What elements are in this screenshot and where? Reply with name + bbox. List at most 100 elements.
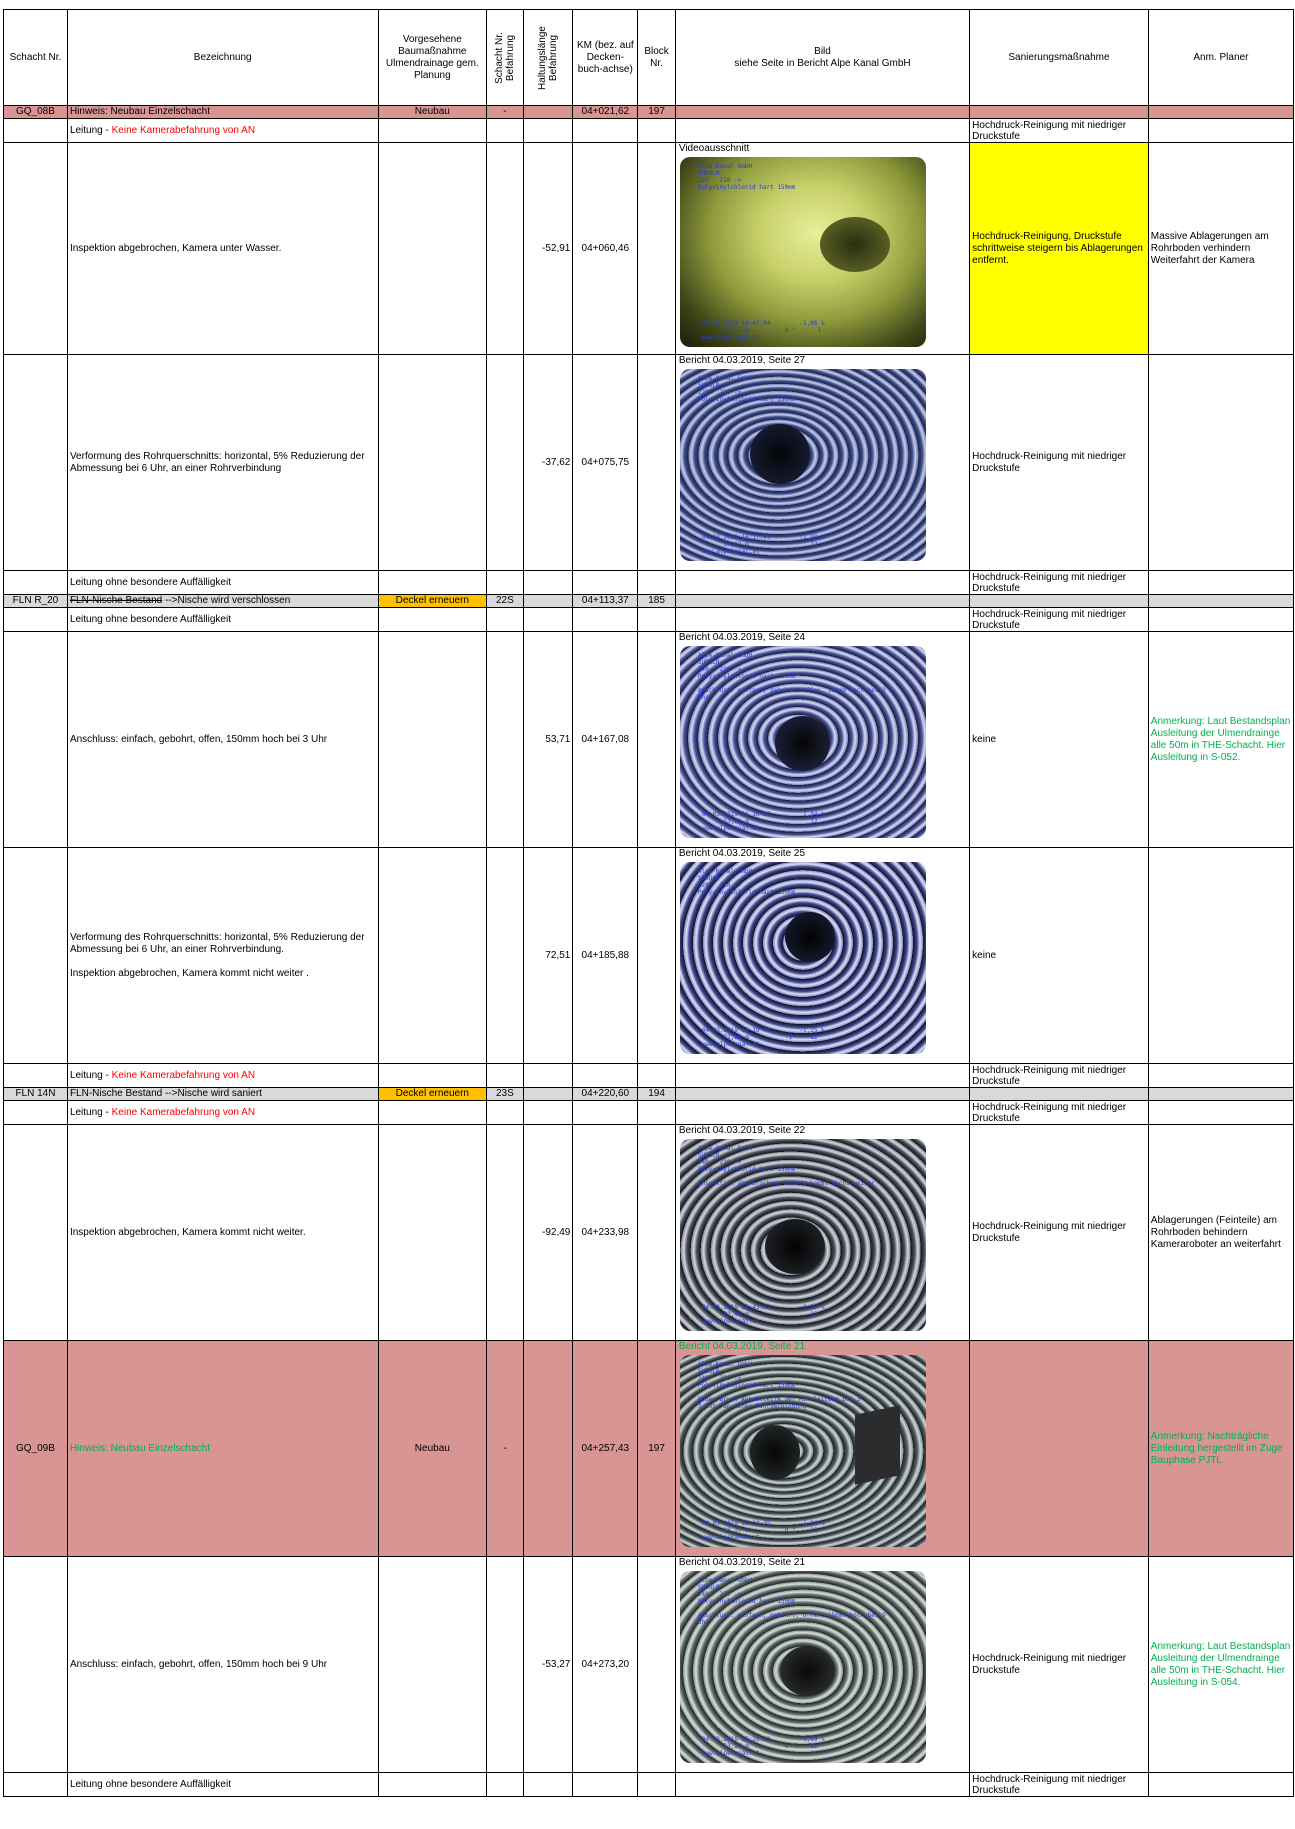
photo-caption: Videoausschnitt [678, 143, 750, 155]
bild-cell: Bericht 04.03.2019, Seite 24 Alpe-Kanal … [674, 631, 971, 848]
haltung-cell [522, 105, 574, 119]
table-row: FLN 14N FLN-Nische Bestand -->Nische wir… [3, 1087, 1295, 1101]
pipe-inspection-image: Alpe-Kanal GmbH SUDOLR 240 230 -> Polyvi… [679, 1571, 926, 1763]
photo-caption: Bericht 04.03.2019, Seite 25 [678, 848, 806, 860]
km-cell: 04+167,08 [572, 631, 639, 848]
pipe-inspection-image: Alpe-Kanal GmbH SUDOLR 220 210 -> Polyvi… [679, 369, 926, 561]
bezeichnung-cell: Leitung - Keine Kamerabefahrung von AN [66, 1063, 379, 1088]
km-cell: 04+185,88 [572, 847, 639, 1064]
km-cell: 04+075,75 [572, 354, 639, 571]
table-row: Verformung des Rohrquerschnitts: horizon… [3, 354, 1295, 571]
table-row: GQ_08B Hinweis: Neubau Einzelschacht Neu… [3, 105, 1295, 119]
header-km: KM (bez. auf Decken-buch-achse) [572, 9, 639, 106]
header-sanierung: Sanierungsmaßnahme [969, 9, 1149, 106]
sanierung-cell: keine [969, 847, 1149, 1064]
header-bezeichnung: Bezeichnung [66, 9, 379, 106]
sanierung-cell: Hochdruck-Reinigung, Druckstufe schrittw… [969, 142, 1149, 355]
sanierung-cell: Hochdruck-Reinigung mit niedriger Drucks… [969, 570, 1149, 595]
table-row: Leitung ohne besondere Auffälligkeit Hoc… [3, 607, 1295, 632]
bild-cell: Bericht 04.03.2019, Seite 21 Alpe-Kanal … [674, 1340, 971, 1557]
vorgesehene-cell: Deckel erneuern [377, 1087, 488, 1101]
table-row: Anschluss: einfach, gebohrt, offen, 150m… [3, 1556, 1295, 1773]
anm-cell: Ablagerungen (Feinteile) am Rohrboden be… [1147, 1124, 1295, 1341]
photo-caption: Bericht 04.03.2019, Seite 27 [678, 355, 806, 367]
table-row: GQ_09B Hinweis: Neubau Einzelschacht Neu… [3, 1340, 1295, 1557]
bezeichnung-cell: Verformung des Rohrquerschnitts: horizon… [66, 847, 379, 1064]
bezeichnung-cell: Hinweis: Neubau Einzelschacht [66, 1340, 379, 1557]
table-row: FLN R_20 FLN-Nische Bestand -->Nische wi… [3, 594, 1295, 608]
bezeichnung-cell: Inspektion abgebrochen, Kamera unter Was… [66, 142, 379, 355]
header-schacht: Schacht Nr. [3, 9, 68, 106]
km-cell: 04+113,37 [572, 594, 639, 608]
km-cell: 04+021,62 [572, 105, 639, 119]
photo-caption: Bericht 04.03.2019, Seite 21 [678, 1341, 806, 1353]
sanierung-cell: Hochdruck-Reinigung mit niedriger Drucks… [969, 118, 1149, 143]
table-row: Anschluss: einfach, gebohrt, offen, 150m… [3, 631, 1295, 848]
vorgesehene-cell: Neubau [377, 1340, 488, 1557]
anm-cell: Massive Ablagerungen am Rohrboden verhin… [1147, 142, 1295, 355]
km-cell: 04+257,43 [572, 1340, 639, 1557]
sanierung-cell: Hochdruck-Reinigung mit niedriger Drucks… [969, 1063, 1149, 1088]
inspection-sheet: Schacht Nr. Bezeichnung Vorgesehene Baum… [3, 9, 1295, 1797]
pipe-inspection-image: Alpe-Kanal GmbH SUDOLR 240 230 -> Polyvi… [679, 1355, 926, 1547]
haltung-cell: -53,27 [522, 1556, 574, 1773]
header-row: Schacht Nr. Bezeichnung Vorgesehene Baum… [3, 9, 1295, 106]
haltung-cell: 72,51 [522, 847, 574, 1064]
table-row: Leitung ohne besondere Auffälligkeit Hoc… [3, 1772, 1295, 1797]
bezeichnung-cell: Hinweis: Neubau Einzelschacht [66, 105, 379, 119]
haltung-cell: -37,62 [522, 354, 574, 571]
schacht-cell: FLN 14N [3, 1087, 68, 1101]
table-row: Leitung - Keine Kamerabefahrung von AN H… [3, 1100, 1295, 1125]
sanierung-cell: Hochdruck-Reinigung mit niedriger Drucks… [969, 1124, 1149, 1341]
sanierung-cell: Hochdruck-Reinigung mit niedriger Drucks… [969, 1772, 1149, 1797]
bezeichnung-cell: Leitung ohne besondere Auffälligkeit [66, 1772, 379, 1797]
bezeichnung-cell: Leitung - Keine Kamerabefahrung von AN [66, 1100, 379, 1125]
table-row: Inspektion abgebrochen, Kamera unter Was… [3, 142, 1295, 355]
header-block: Block Nr. [637, 9, 676, 106]
sanierung-cell: Hochdruck-Reinigung mit niedriger Drucks… [969, 1100, 1149, 1125]
bezeichnung-cell: Anschluss: einfach, gebohrt, offen, 150m… [66, 1556, 379, 1773]
table-row: Verformung des Rohrquerschnitts: horizon… [3, 847, 1295, 1064]
table-row: Inspektion abgebrochen, Kamera kommt nic… [3, 1124, 1295, 1341]
bezeichnung-cell: FLN-Nische Bestand -->Nische wird versch… [66, 594, 379, 608]
schacht-cell: GQ_08B [3, 105, 68, 119]
header-vorgesehene: Vorgesehene Baumaßnahme Ulmendrainage ge… [377, 9, 488, 106]
block-cell: 185 [637, 594, 676, 608]
bild-cell: Bericht 04.03.2019, Seite 21 Alpe-Kanal … [674, 1556, 971, 1773]
bezeichnung-cell: Verformung des Rohrquerschnitts: horizon… [66, 354, 379, 571]
video-frame-image: Alpe-Kanal GmbH SUDOLR 220 210 -> Polyvi… [679, 157, 926, 347]
schacht-befahrung-cell: - [486, 1340, 524, 1557]
pipe-inspection-image: Alpe-Kanal GmbH SUDOLR 220 210 -> Polyvi… [679, 646, 926, 838]
photo-caption: Bericht 04.03.2019, Seite 22 [678, 1125, 806, 1137]
schacht-cell: GQ_09B [3, 1340, 68, 1557]
block-cell: 197 [637, 1340, 676, 1557]
schacht-befahrung-cell: - [486, 105, 524, 119]
haltung-cell: -92,49 [522, 1124, 574, 1341]
anm-cell: Anmerkung: Laut Bestandsplan Ausleitung … [1147, 1556, 1295, 1773]
km-cell: 04+273,20 [572, 1556, 639, 1773]
bezeichnung-cell: Anschluss: einfach, gebohrt, offen, 150m… [66, 631, 379, 848]
block-cell: 197 [637, 105, 676, 119]
table-row: Leitung ohne besondere Auffälligkeit Hoc… [3, 570, 1295, 595]
pipe-inspection-image: Alpe-Kanal GmbH SUDOLR 220 210 -> Polyvi… [679, 862, 926, 1054]
sanierung-cell: Hochdruck-Reinigung mit niedriger Drucks… [969, 1556, 1149, 1773]
sanierung-cell: keine [969, 631, 1149, 848]
photo-caption: Bericht 04.03.2019, Seite 24 [678, 632, 806, 644]
sanierung-cell: Hochdruck-Reinigung mit niedriger Drucks… [969, 607, 1149, 632]
header-haltungslaenge: Haltungslänge Befahrung [522, 9, 574, 106]
header-anm: Anm. Planer [1147, 9, 1295, 106]
bezeichnung-cell: Leitung - Keine Kamerabefahrung von AN [66, 118, 379, 143]
schacht-befahrung-cell: 22S [486, 594, 524, 608]
block-cell: 194 [637, 1087, 676, 1101]
bild-cell [674, 105, 971, 119]
bezeichnung-cell: FLN-Nische Bestand -->Nische wird sanier… [66, 1087, 379, 1101]
anm-cell: Anmerkung: Laut Bestandsplan Ausleitung … [1147, 631, 1295, 848]
sanierung-cell [969, 105, 1149, 119]
bild-cell: Bericht 04.03.2019, Seite 27 Alpe-Kanal … [674, 354, 971, 571]
bild-cell: Videoausschnitt Alpe-Kanal GmbH SUDOLR 2… [674, 142, 971, 355]
bild-cell: Bericht 04.03.2019, Seite 25 Alpe-Kanal … [674, 847, 971, 1064]
inspection-table: Schacht Nr. Bezeichnung Vorgesehene Baum… [3, 9, 1295, 1797]
table-row: Leitung - Keine Kamerabefahrung von AN H… [3, 118, 1295, 143]
km-cell: 04+220,60 [572, 1087, 639, 1101]
sanierung-cell: Hochdruck-Reinigung mit niedriger Drucks… [969, 354, 1149, 571]
